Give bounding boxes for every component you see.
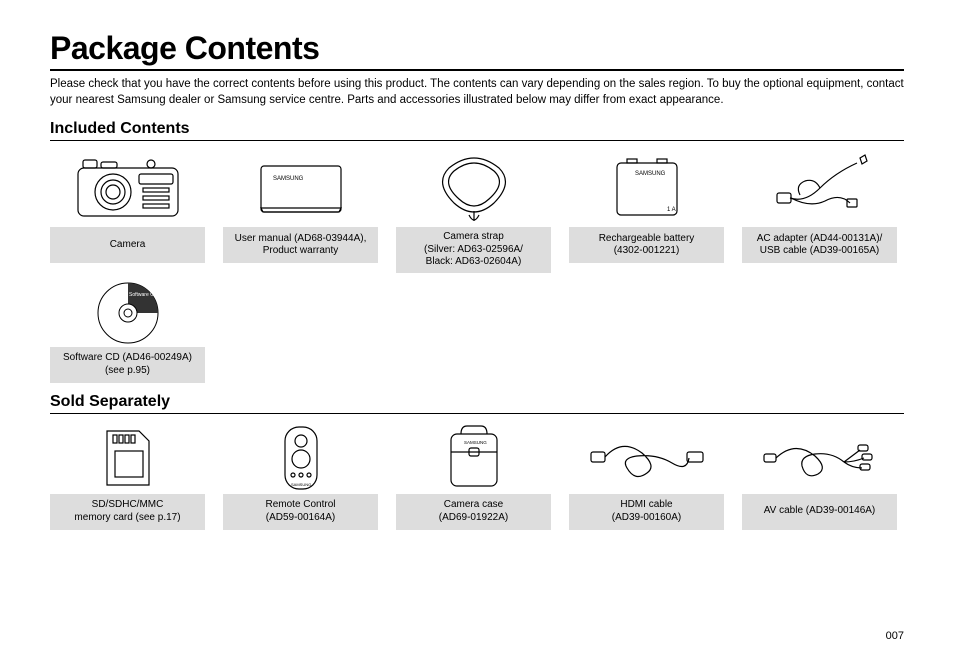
item-label: Camera case (AD69-01922A) [396, 494, 551, 530]
svg-text:SAMSUNG: SAMSUNG [635, 171, 666, 177]
item-label: SD/SDHC/MMC memory card (see p.17) [50, 494, 205, 530]
item-label: Software CD (AD46-00249A) (see p.95) [50, 347, 205, 383]
item-sd-card: SD/SDHC/MMC memory card (see p.17) [50, 422, 205, 530]
included-row-1: Camera SAMSUNG User manual (AD68-03944A)… [50, 149, 904, 273]
page-number: 007 [886, 630, 904, 642]
strap-icon [396, 149, 551, 227]
item-label: User manual (AD68-03944A), Product warra… [223, 227, 378, 263]
sd-card-icon [50, 422, 205, 494]
included-heading: Included Contents [50, 120, 904, 141]
item-label: AC adapter (AD44-00131A)/ USB cable (AD3… [742, 227, 897, 263]
item-label: Camera [50, 227, 205, 263]
item-case: SAMSUNG Camera case (AD69-01922A) [396, 422, 551, 530]
page-title: Package Contents [50, 30, 904, 71]
item-label: HDMI cable (AD39-00160A) [569, 494, 724, 530]
manual-icon: SAMSUNG [223, 149, 378, 227]
battery-icon: SAMSUNG 1 A [569, 149, 724, 227]
item-label: Camera strap (Silver: AD63-02596A/ Black… [396, 227, 551, 273]
hdmi-cable-icon [569, 422, 724, 494]
svg-text:1 A: 1 A [667, 207, 676, 213]
item-camera: Camera [50, 149, 205, 273]
item-software-cd: Software CD-ROM Software CD (AD46-00249A… [50, 279, 205, 383]
item-manual: SAMSUNG User manual (AD68-03944A), Produ… [223, 149, 378, 273]
item-adapter: AC adapter (AD44-00131A)/ USB cable (AD3… [742, 149, 897, 273]
adapter-icon [742, 149, 897, 227]
included-row-2: Software CD-ROM Software CD (AD46-00249A… [50, 279, 904, 383]
camera-icon [50, 149, 205, 227]
item-label: AV cable (AD39-00146A) [742, 494, 897, 530]
av-cable-icon [742, 422, 897, 494]
item-remote: SAMSUNG Remote Control (AD59-00164A) [223, 422, 378, 530]
case-icon: SAMSUNG [396, 422, 551, 494]
intro-text: Please check that you have the correct c… [50, 77, 904, 108]
item-strap: Camera strap (Silver: AD63-02596A/ Black… [396, 149, 551, 273]
sold-row: SD/SDHC/MMC memory card (see p.17) SAMSU… [50, 422, 904, 530]
item-battery: SAMSUNG 1 A Rechargeable battery (4302-0… [569, 149, 724, 273]
svg-text:SAMSUNG: SAMSUNG [273, 176, 304, 182]
item-hdmi: HDMI cable (AD39-00160A) [569, 422, 724, 530]
remote-icon: SAMSUNG [223, 422, 378, 494]
item-label: Remote Control (AD59-00164A) [223, 494, 378, 530]
svg-text:SAMSUNG: SAMSUNG [464, 440, 487, 445]
cd-label-text: Software CD-ROM [129, 292, 161, 298]
sold-heading: Sold Separately [50, 393, 904, 414]
item-av-cable: AV cable (AD39-00146A) [742, 422, 897, 530]
item-label: Rechargeable battery (4302-001221) [569, 227, 724, 263]
svg-text:SAMSUNG: SAMSUNG [291, 482, 311, 487]
cd-icon: Software CD-ROM [50, 279, 205, 347]
